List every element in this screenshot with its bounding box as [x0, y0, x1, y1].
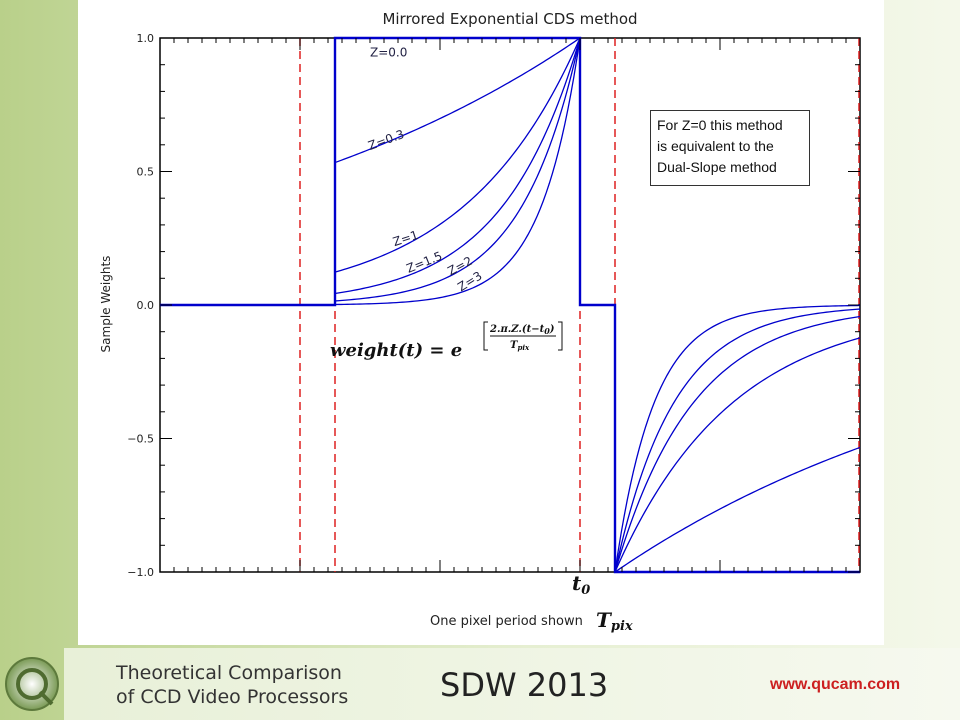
curve-positive — [334, 37, 581, 295]
y-tick-label: 0.5 — [137, 166, 155, 179]
x-axis-label: One pixel period shown — [430, 614, 583, 629]
x-axis-symbol: Tpix — [596, 608, 633, 634]
footer-event: SDW 2013 — [440, 666, 609, 704]
curve-negative — [614, 308, 861, 573]
footer-band — [64, 648, 960, 720]
y-axis-label: Sample Weights — [99, 256, 113, 353]
logo-icon — [5, 657, 59, 711]
footer-url-link[interactable]: www.qucam.com — [770, 676, 901, 693]
annotation-box: For Z=0 this method is equivalent to the… — [650, 110, 810, 186]
curve-positive — [334, 37, 581, 306]
footer-title-line-2: of CCD Video Processors — [116, 686, 349, 708]
curve-positive — [334, 37, 581, 302]
series-label: Z=0.3 — [366, 127, 406, 153]
baseline-z0-curve — [160, 36, 860, 574]
svg-text:2.π.Z.(t−t0): 2.π.Z.(t−t0) — [489, 324, 555, 336]
footer-title-line-1: Theoretical Comparison — [116, 662, 342, 684]
y-tick-label: −0.5 — [127, 433, 154, 446]
y-tick-label: −1.0 — [127, 566, 154, 579]
series-label: Z=0.0 — [370, 46, 407, 60]
svg-text:Tpix: Tpix — [510, 340, 530, 352]
chart-title: Mirrored Exponential CDS method — [382, 10, 637, 28]
chart-panel — [78, 0, 884, 645]
annotation-line-2: is equivalent to the — [657, 138, 774, 154]
curve-negative — [614, 315, 861, 573]
t0-marker-label: t0 — [572, 571, 590, 598]
curve-positive — [334, 37, 581, 164]
curve-negative — [614, 337, 861, 573]
y-tick-label: 0.0 — [137, 299, 155, 312]
curve-negative — [614, 304, 861, 573]
footer-title: Theoretical Comparison of CCD Video Proc… — [116, 661, 396, 709]
svg-text:weight(t) = e: weight(t) = e — [330, 340, 462, 361]
annotation-line-1: For Z=0 this method — [657, 117, 783, 133]
y-tick-label: 1.0 — [137, 32, 155, 45]
annotation-line-3: Dual-Slope method — [657, 159, 777, 175]
weight-formula: weight(t) = e 2.π.Z.(t−t0) Tpix — [330, 321, 563, 361]
series-label: Z=1 — [391, 228, 420, 249]
series-label: Z=1.5 — [404, 249, 444, 276]
curve-negative — [614, 446, 861, 573]
curve-positive — [334, 37, 581, 273]
